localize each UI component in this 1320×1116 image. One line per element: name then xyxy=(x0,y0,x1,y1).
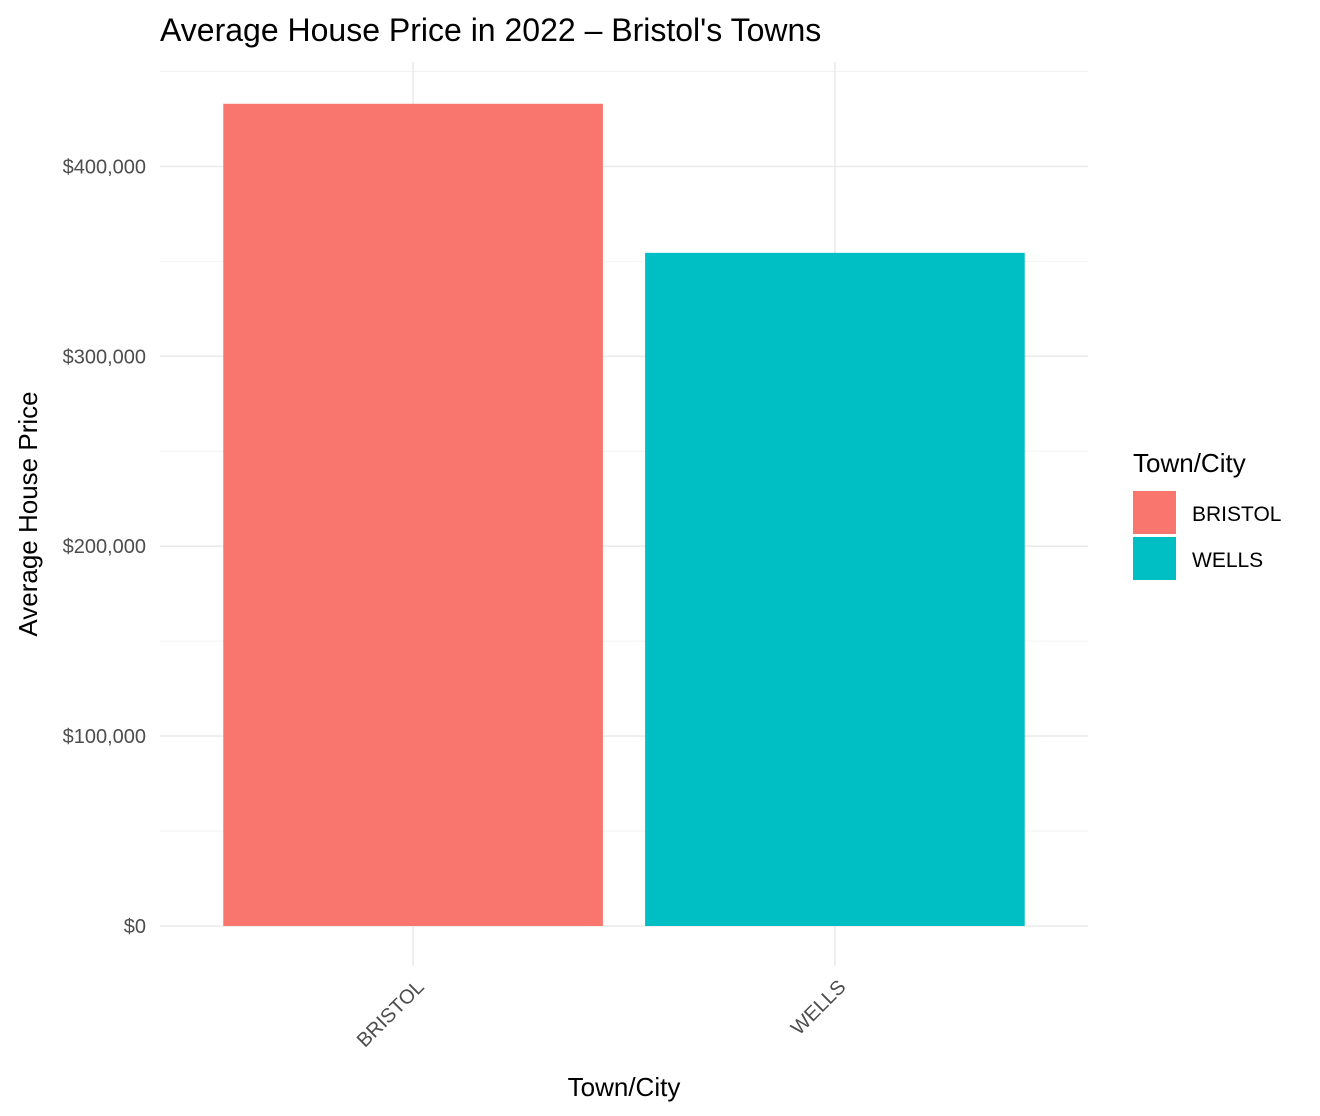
y-tick-label: $300,000 xyxy=(63,346,146,368)
y-tick-label: $100,000 xyxy=(63,726,146,748)
bar-bristol xyxy=(223,103,603,927)
y-tick-label: $0 xyxy=(124,916,146,938)
y-tick-label: $200,000 xyxy=(63,536,146,558)
x-tick-label: WELLS xyxy=(787,976,851,1040)
legend-swatch-bristol xyxy=(1133,491,1176,534)
chart-title: Average House Price in 2022 – Bristol's … xyxy=(160,12,821,48)
legend-title: Town/City xyxy=(1133,448,1246,478)
x-axis-title: Town/City xyxy=(568,1072,681,1102)
legend-swatch-wells xyxy=(1133,537,1176,580)
x-tick-label: BRISTOL xyxy=(353,976,429,1052)
legend-label-bristol: BRISTOL xyxy=(1192,503,1281,526)
legend: Town/City BRISTOL WELLS xyxy=(1133,448,1281,580)
legend-label-wells: WELLS xyxy=(1192,549,1263,572)
y-tick-label: $400,000 xyxy=(63,156,146,178)
bars xyxy=(223,103,1025,927)
x-axis-ticks: BRISTOL WELLS xyxy=(353,976,851,1052)
y-axis-title: Average House Price xyxy=(13,391,43,636)
bar-wells xyxy=(645,252,1025,927)
y-axis-ticks: $0 $100,000 $200,000 $300,000 $400,000 xyxy=(63,156,146,938)
